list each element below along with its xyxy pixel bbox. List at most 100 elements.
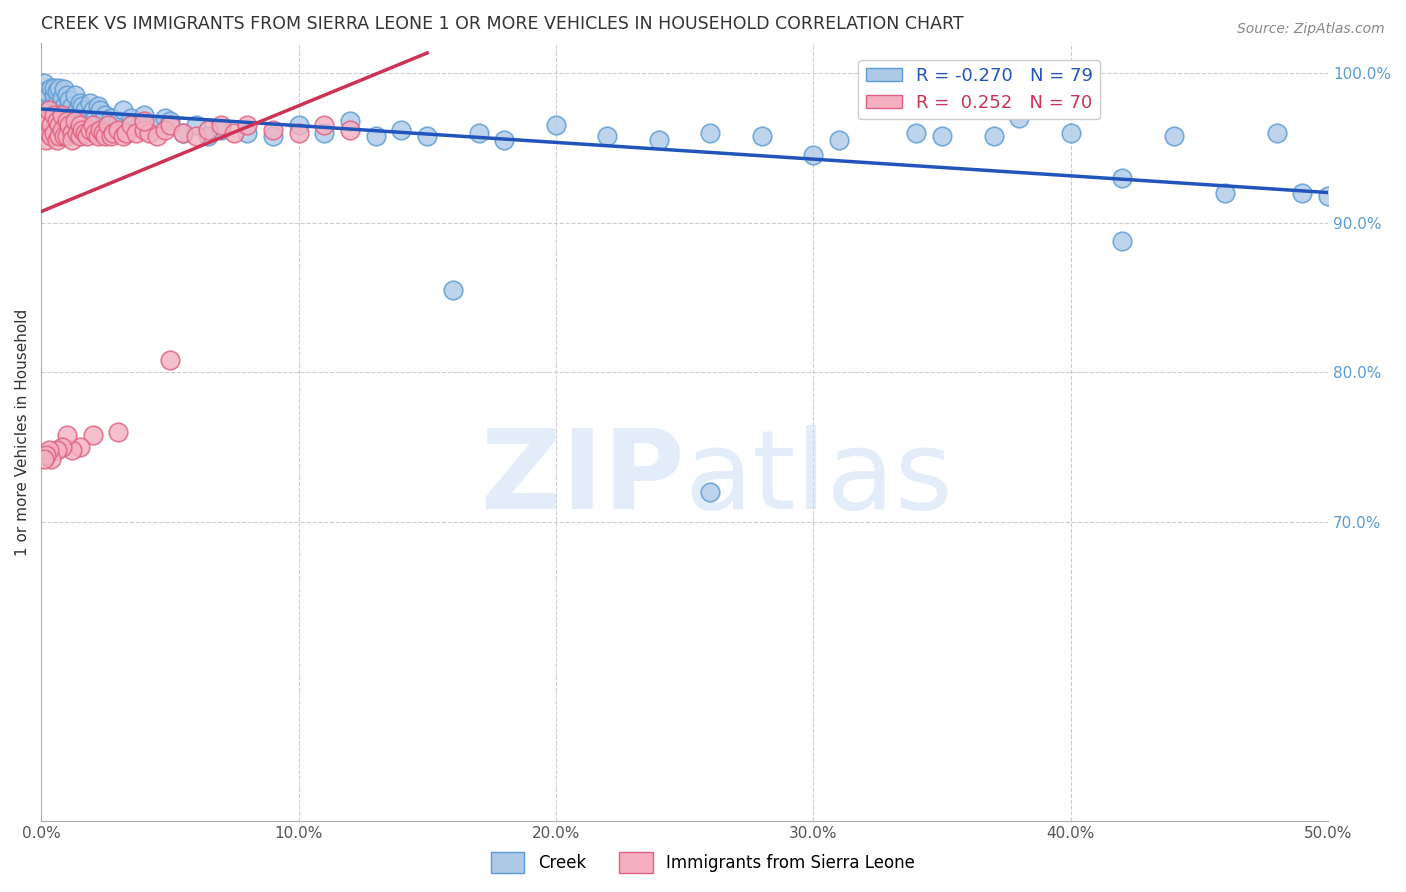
Point xyxy=(91,126,114,140)
Point xyxy=(107,122,129,136)
Point xyxy=(159,113,181,128)
Point xyxy=(115,126,138,140)
Point xyxy=(89,103,111,118)
Point xyxy=(73,103,96,118)
Point xyxy=(38,103,60,118)
Point xyxy=(51,91,73,105)
Point xyxy=(42,126,65,140)
Point xyxy=(56,428,79,442)
Point xyxy=(120,118,142,132)
Point xyxy=(172,126,194,140)
Point xyxy=(32,76,55,90)
Point xyxy=(184,128,207,143)
Point xyxy=(128,118,150,132)
Point xyxy=(66,103,89,118)
Point xyxy=(905,126,928,140)
Point xyxy=(112,103,135,118)
Point xyxy=(132,122,155,136)
Point xyxy=(107,425,129,439)
Point xyxy=(236,126,259,140)
Point xyxy=(262,122,284,136)
Point xyxy=(69,95,91,110)
Point xyxy=(801,148,824,162)
Point xyxy=(42,108,65,122)
Point xyxy=(153,111,176,125)
Point xyxy=(56,113,79,128)
Point xyxy=(51,122,73,136)
Text: ZIP: ZIP xyxy=(481,425,685,533)
Point xyxy=(1163,128,1185,143)
Point xyxy=(339,122,361,136)
Point xyxy=(97,118,120,132)
Point xyxy=(66,126,89,140)
Point xyxy=(42,88,65,103)
Text: atlas: atlas xyxy=(685,425,953,533)
Point xyxy=(159,118,181,132)
Point xyxy=(45,84,67,98)
Point xyxy=(112,128,135,143)
Point xyxy=(51,103,73,118)
Point xyxy=(153,122,176,136)
Point xyxy=(73,126,96,140)
Point xyxy=(53,82,76,96)
Point xyxy=(32,452,55,467)
Point xyxy=(79,122,101,136)
Point xyxy=(339,113,361,128)
Point xyxy=(63,113,86,128)
Point xyxy=(45,133,67,147)
Point xyxy=(89,122,111,136)
Point xyxy=(48,118,70,132)
Point xyxy=(69,440,91,454)
Point xyxy=(197,128,219,143)
Point xyxy=(1265,126,1288,140)
Point xyxy=(209,118,232,132)
Point xyxy=(146,118,169,132)
Point xyxy=(1317,188,1340,202)
Point xyxy=(1111,170,1133,185)
Point xyxy=(441,283,464,297)
Point xyxy=(596,128,619,143)
Point xyxy=(287,126,309,140)
Point xyxy=(41,128,63,143)
Text: CREEK VS IMMIGRANTS FROM SIERRA LEONE 1 OR MORE VEHICLES IN HOUSEHOLD CORRELATIO: CREEK VS IMMIGRANTS FROM SIERRA LEONE 1 … xyxy=(41,15,963,33)
Legend: Creek, Immigrants from Sierra Leone: Creek, Immigrants from Sierra Leone xyxy=(485,846,921,880)
Point xyxy=(45,95,67,110)
Legend: R = -0.270   N = 79, R =  0.252   N = 70: R = -0.270 N = 79, R = 0.252 N = 70 xyxy=(858,60,1101,120)
Point xyxy=(416,128,439,143)
Point xyxy=(314,126,336,140)
Point xyxy=(60,133,83,147)
Point xyxy=(132,108,155,122)
Point xyxy=(38,443,60,458)
Point xyxy=(82,428,104,442)
Point xyxy=(132,113,155,128)
Point xyxy=(72,99,94,113)
Point xyxy=(828,133,851,147)
Point xyxy=(82,118,104,132)
Point xyxy=(60,111,83,125)
Point xyxy=(107,113,129,128)
Point xyxy=(48,102,70,116)
Point xyxy=(262,128,284,143)
Point xyxy=(184,118,207,132)
Point xyxy=(35,84,58,98)
Point xyxy=(84,126,107,140)
Point xyxy=(56,88,79,103)
Point xyxy=(138,126,160,140)
Point xyxy=(699,126,721,140)
Point xyxy=(100,128,122,143)
Point xyxy=(69,118,91,132)
Point xyxy=(84,111,107,125)
Point xyxy=(79,95,101,110)
Y-axis label: 1 or more Vehicles in Household: 1 or more Vehicles in Household xyxy=(15,309,30,556)
Point xyxy=(87,99,110,113)
Point xyxy=(125,126,148,140)
Point xyxy=(41,452,63,467)
Point xyxy=(38,103,60,118)
Point xyxy=(983,128,1005,143)
Point xyxy=(94,128,117,143)
Point xyxy=(60,126,83,140)
Point xyxy=(100,111,122,125)
Point xyxy=(1111,234,1133,248)
Point xyxy=(48,80,70,95)
Point xyxy=(38,88,60,103)
